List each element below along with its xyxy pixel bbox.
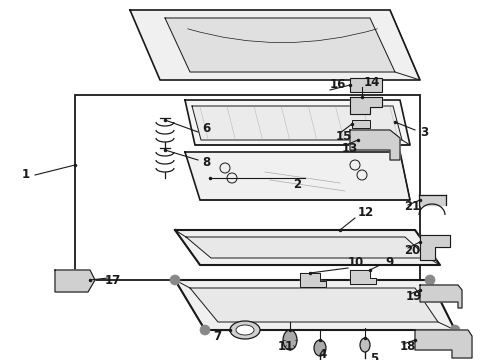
- Text: 16: 16: [330, 77, 346, 90]
- Ellipse shape: [283, 330, 297, 350]
- Polygon shape: [350, 130, 400, 160]
- Polygon shape: [186, 237, 428, 258]
- Text: 11: 11: [278, 341, 294, 354]
- Polygon shape: [185, 152, 410, 200]
- Text: 13: 13: [342, 141, 358, 154]
- Bar: [350, 78, 382, 92]
- Text: 20: 20: [404, 243, 420, 256]
- Circle shape: [425, 275, 435, 285]
- Polygon shape: [55, 270, 95, 292]
- Polygon shape: [350, 270, 376, 284]
- Polygon shape: [192, 106, 402, 140]
- Polygon shape: [350, 97, 382, 114]
- Text: 3: 3: [420, 126, 428, 139]
- Text: 15: 15: [336, 130, 352, 143]
- Circle shape: [450, 325, 460, 335]
- Ellipse shape: [230, 321, 260, 339]
- Text: 9: 9: [385, 256, 393, 269]
- Circle shape: [170, 275, 180, 285]
- Polygon shape: [420, 195, 445, 205]
- Polygon shape: [190, 288, 438, 322]
- Polygon shape: [420, 285, 462, 308]
- Polygon shape: [415, 330, 472, 358]
- Bar: [75, 95, 420, 280]
- Text: 17: 17: [105, 274, 121, 287]
- Text: 10: 10: [348, 256, 364, 269]
- Text: 1: 1: [22, 168, 30, 181]
- Polygon shape: [175, 280, 455, 330]
- Text: 21: 21: [404, 199, 420, 212]
- Polygon shape: [300, 273, 326, 287]
- Text: 4: 4: [318, 348, 326, 360]
- Text: 6: 6: [202, 122, 210, 135]
- Ellipse shape: [236, 325, 254, 335]
- Text: 8: 8: [202, 156, 210, 168]
- Text: 14: 14: [364, 76, 380, 89]
- Polygon shape: [165, 18, 395, 72]
- Polygon shape: [175, 230, 440, 265]
- Text: 12: 12: [358, 206, 374, 219]
- Polygon shape: [130, 10, 420, 80]
- Polygon shape: [420, 235, 450, 260]
- Text: 18: 18: [400, 339, 416, 352]
- Ellipse shape: [314, 340, 326, 356]
- Text: 5: 5: [370, 351, 378, 360]
- Bar: [352, 120, 370, 128]
- Circle shape: [200, 325, 210, 335]
- Text: 19: 19: [406, 289, 422, 302]
- Polygon shape: [185, 100, 410, 145]
- Text: 7: 7: [213, 329, 221, 342]
- Text: 2: 2: [293, 179, 301, 192]
- Ellipse shape: [360, 338, 370, 352]
